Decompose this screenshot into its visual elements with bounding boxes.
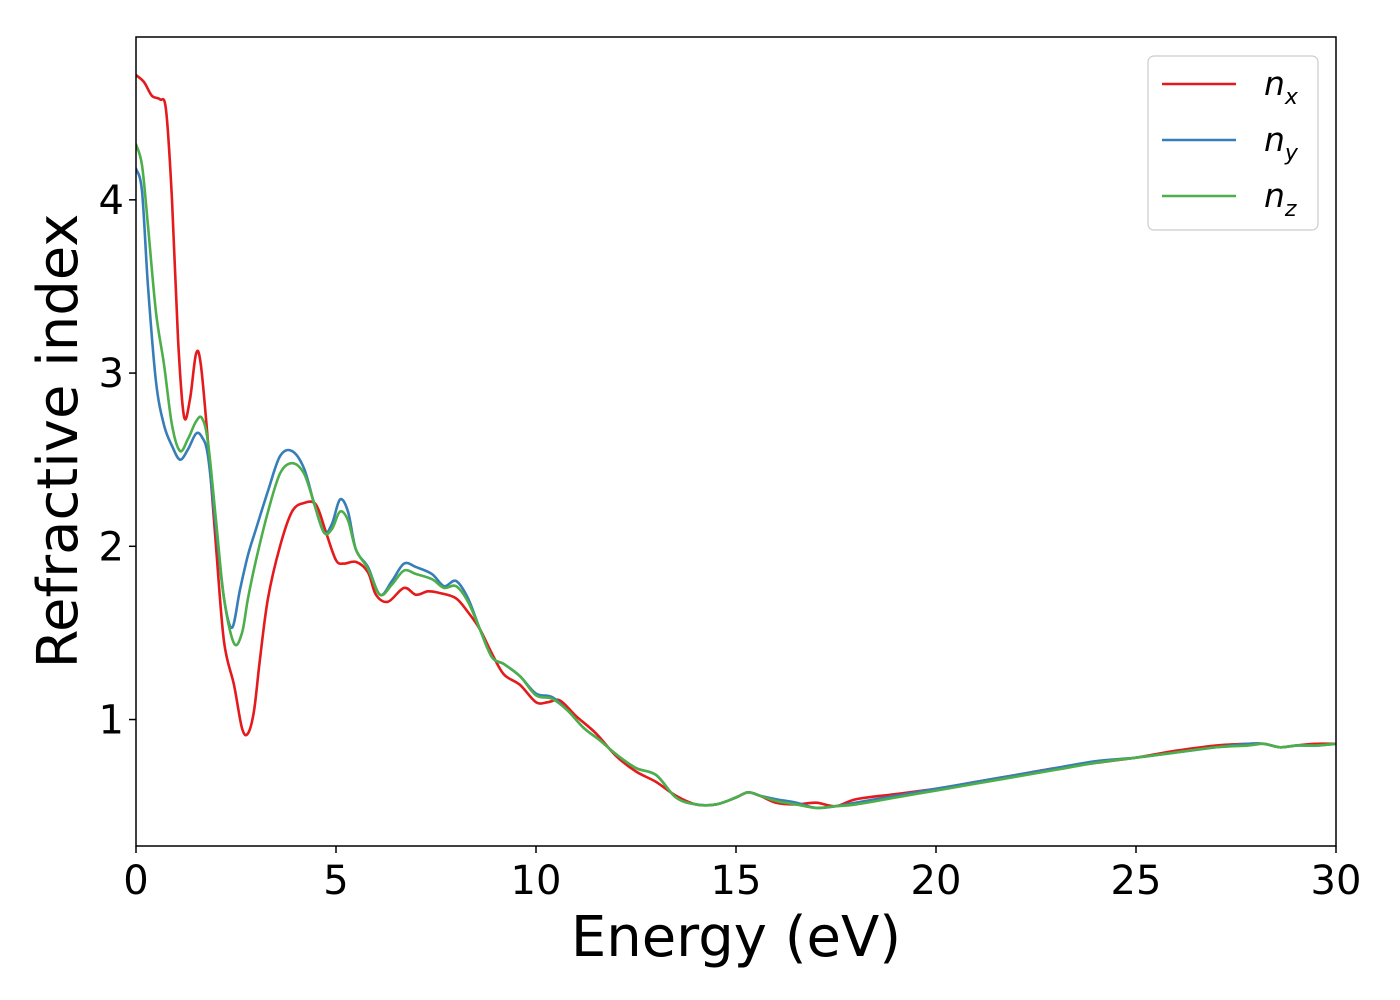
y-tick-label: 4 xyxy=(99,178,124,224)
series-line-z xyxy=(136,143,1336,810)
y-axis: 1 2 3 4 xyxy=(99,178,136,744)
legend-entries: nx ny nz xyxy=(1162,64,1299,222)
x-tick-label: 25 xyxy=(1111,858,1162,904)
x-tick-label: 30 xyxy=(1311,858,1362,904)
legend-label-y: ny xyxy=(1264,120,1299,166)
legend-label-z: nz xyxy=(1264,176,1297,222)
x-tick-label: 20 xyxy=(911,858,962,904)
x-axis-title: Energy (eV) xyxy=(571,905,901,970)
legend: nx ny nz xyxy=(1147,55,1319,231)
x-tick-label: 10 xyxy=(511,858,562,904)
legend-label-x: nx xyxy=(1264,64,1299,110)
x-tick-label: 0 xyxy=(123,858,148,904)
series-layer xyxy=(136,73,1336,810)
y-tick-label: 3 xyxy=(99,351,124,397)
y-tick-label: 2 xyxy=(99,524,124,570)
y-axis-title: Refractive index xyxy=(26,214,91,669)
x-tick-label: 5 xyxy=(323,858,348,904)
series-line-y xyxy=(136,167,1336,810)
y-tick-label: 1 xyxy=(99,698,124,744)
legend-box xyxy=(1147,55,1319,231)
x-tick-label: 15 xyxy=(711,858,762,904)
x-axis: 0 5 10 15 20 25 30 xyxy=(123,846,1361,904)
